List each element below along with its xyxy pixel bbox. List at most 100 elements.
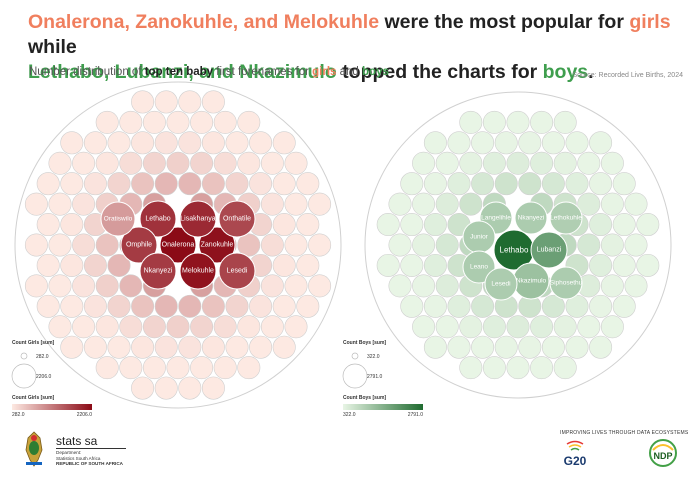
boys-legend: Count Boys [sum] 322.0 2791.0 Count Boys [s…: [342, 340, 424, 418]
headline-girls-word: girls: [629, 11, 671, 33]
boys-bubble: [518, 131, 542, 155]
girls-bubble: [142, 110, 166, 134]
girls-bubble: [260, 233, 284, 257]
girls-bubble: [272, 335, 296, 359]
boys-bubble: [459, 151, 483, 175]
girls-bubble: [131, 376, 155, 400]
girls-bubble: [24, 233, 48, 257]
girls-bubble: [36, 213, 60, 237]
girls-bubble: [60, 335, 84, 359]
boys-bubble: [612, 294, 636, 318]
headline-text-2: while: [28, 36, 77, 58]
girls-color-legend-title: Count Girls [sum]: [12, 395, 55, 401]
girls-bubble: [308, 274, 332, 298]
girls-bubble: [178, 376, 202, 400]
boys-size-legend-min: 322.0: [367, 354, 380, 360]
girls-bubble: [272, 131, 296, 155]
boys-bubble: [400, 253, 424, 277]
boys-bubble: [589, 131, 613, 155]
girls-bubble: [296, 172, 320, 196]
boys-bubble: [577, 192, 601, 216]
boys-bubble: [565, 172, 589, 196]
boys-bubble: [471, 294, 495, 318]
boys-bubble: [577, 315, 601, 339]
girls-bubble: [201, 376, 225, 400]
boys-bubble: [412, 151, 436, 175]
girls-bubble: [249, 131, 273, 155]
g20-logo: G20: [564, 440, 587, 468]
girls-bubble: [83, 131, 107, 155]
girls-bubble: [284, 274, 308, 298]
girls-bubble: [213, 151, 237, 175]
girls-bubble: [237, 356, 261, 380]
girls-size-legend-small: [20, 352, 28, 360]
girls-bubble: [272, 172, 296, 196]
dept-line3: REPUBLIC OF SOUTH AFRICA: [56, 461, 123, 466]
boys-bubble: [506, 110, 530, 134]
headline-boys-names: Lethabo, Lubanzi, and Nkazimulo: [28, 61, 337, 83]
girls-bubble: [48, 233, 72, 257]
girls-bubble: [166, 315, 190, 339]
subtitle-bold: top ten baby: [144, 66, 214, 78]
boys-bubble: [600, 192, 624, 216]
boys-bubble: [553, 356, 577, 380]
boys-bubble: [376, 253, 400, 277]
girls-bubble: [107, 131, 131, 155]
girls-bubble: [201, 172, 225, 196]
subtitle-girls: girls: [312, 66, 337, 78]
girls-bubble: [95, 356, 119, 380]
boys-bubble: [494, 172, 518, 196]
girls-bubble: [154, 131, 178, 155]
girls-bubble: [178, 172, 202, 196]
girls-bubble: [36, 172, 60, 196]
girls-bubble: [260, 315, 284, 339]
boys-bubble: [435, 315, 459, 339]
boys-top-bubble-nkanyezi: [514, 201, 548, 235]
girls-bubble: [272, 294, 296, 318]
boys-bubble: [471, 335, 495, 359]
girls-top-bubble-lethabo: [139, 200, 177, 238]
girls-bubble: [260, 274, 284, 298]
girls-bubble: [36, 294, 60, 318]
headline: Onalerona, Zanokuhle, and Melokuhle were…: [28, 10, 688, 85]
girls-bubble: [201, 335, 225, 359]
boys-color-legend-bar: [343, 404, 423, 410]
boys-bubble: [412, 274, 436, 298]
boys-bubble: [506, 356, 530, 380]
boys-bubble: [565, 335, 589, 359]
boys-bubble: [376, 213, 400, 237]
girls-size-legend-large: [11, 363, 37, 389]
boys-label-langelihle: Langelihle: [481, 215, 511, 222]
subtitle-text-3: and: [336, 66, 363, 78]
boys-color-legend-max: 2791.0: [408, 412, 424, 418]
boys-bubble: [412, 192, 436, 216]
girls-bubble: [95, 151, 119, 175]
girls-color-legend-min: 282.0: [12, 412, 25, 418]
girls-bubble: [131, 131, 155, 155]
girls-bubble: [284, 192, 308, 216]
girls-bubble: [131, 172, 155, 196]
boys-bubble: [589, 172, 613, 196]
boys-bubble: [459, 192, 483, 216]
girls-bubble: [95, 110, 119, 134]
girls-top-bubble-onalerona: [159, 226, 197, 264]
boys-bubble: [388, 192, 412, 216]
girls-legend: Count Girls [sum] 282.0 2206.0 Count Girls …: [11, 340, 92, 418]
girls-bubble: [119, 315, 143, 339]
boys-color-legend-title: Count Boys [sum]: [343, 395, 386, 401]
girls-bubble: [249, 294, 273, 318]
girls-bubble: [308, 233, 332, 257]
boys-size-legend-large: [342, 363, 368, 389]
boys-label-lesedi: Lesedi: [491, 281, 510, 288]
boys-bubble: [459, 356, 483, 380]
girls-bubble: [83, 294, 107, 318]
boys-bubble: [482, 356, 506, 380]
ndp-text: NDP: [653, 451, 672, 461]
girls-bubble-pack: Onalerona Zanokuhle Melokuhle Lethabo Lisakh…: [14, 81, 342, 409]
coat-of-arms-logo: [25, 431, 43, 467]
boys-bubble: [435, 233, 459, 257]
boys-bubble: [447, 335, 471, 359]
boys-bubble: [600, 315, 624, 339]
boys-bubble: [459, 315, 483, 339]
girls-bubble: [237, 315, 261, 339]
